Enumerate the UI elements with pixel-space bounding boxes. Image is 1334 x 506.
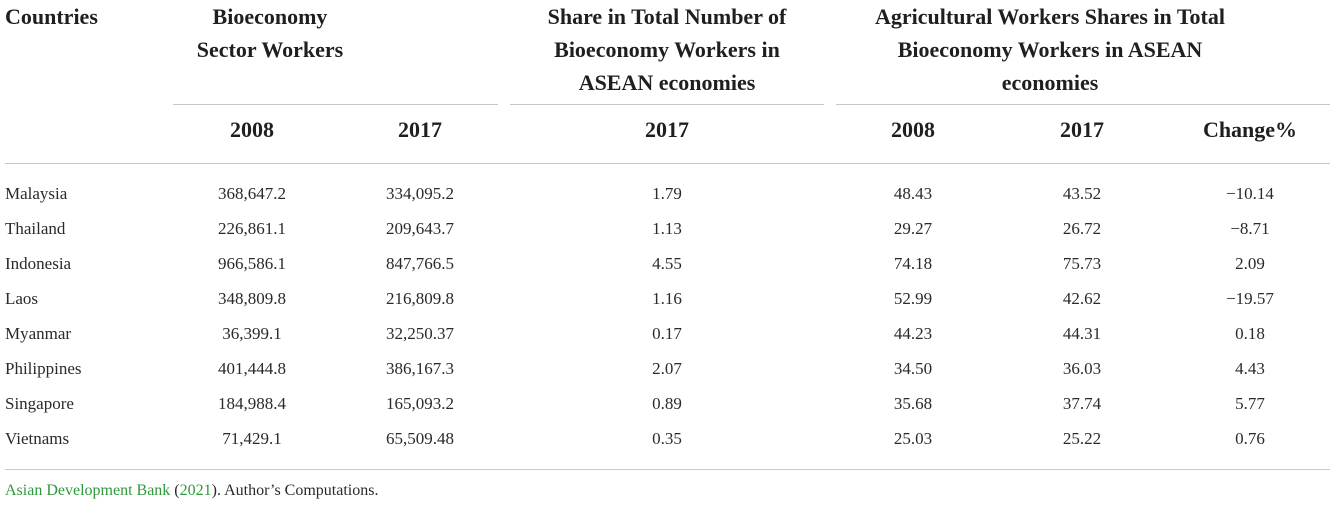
cell-bio-2008: 368,647.2 — [218, 184, 286, 203]
cell-bio-2008: 184,988.4 — [218, 394, 286, 413]
cell-agri-2008: 34.50 — [893, 359, 933, 378]
cell-bio-2017: 165,093.2 — [386, 394, 454, 413]
cell-agri-2017: 43.52 — [1062, 184, 1102, 203]
header-share-total-line: Share in Total Number of — [547, 4, 787, 29]
cell-bio-2017: 386,167.3 — [386, 359, 454, 378]
header-bottom-rule — [5, 163, 1330, 164]
cell-agri-2017: 26.72 — [1062, 219, 1102, 238]
cell-bio-2017: 209,643.7 — [386, 219, 454, 238]
cell-country: Vietnams — [5, 429, 70, 448]
source-suffix: ). Author’s Computations. — [211, 482, 379, 499]
cell-bio-2017: 847,766.5 — [386, 254, 454, 273]
cell-country: Indonesia — [5, 254, 72, 273]
header-bioeconomy-workers-line: Bioeconomy — [212, 4, 328, 29]
cell-change: −8.71 — [1230, 219, 1270, 238]
subheader-bio-2008: 2008 — [230, 117, 274, 142]
cell-bio-2017: 334,095.2 — [386, 184, 454, 203]
group-rule-bioeconomy — [173, 104, 498, 105]
subheader-bio-2017: 2017 — [398, 117, 442, 142]
cell-bio-2008: 348,809.8 — [218, 289, 286, 308]
cell-agri-2017: 37.74 — [1062, 394, 1102, 413]
header-bioeconomy-workers-line: Sector Workers — [196, 37, 344, 62]
cell-change: 2.09 — [1235, 254, 1265, 273]
cell-bio-2008: 401,444.8 — [218, 359, 286, 378]
subheader-agri-2017: 2017 — [1060, 117, 1104, 142]
cell-bio-2017: 65,509.48 — [386, 429, 454, 448]
header-agri-share-line: Bioeconomy Workers in ASEAN — [897, 37, 1203, 62]
cell-agri-2017: 44.31 — [1062, 324, 1102, 343]
cell-change: −10.14 — [1226, 184, 1274, 203]
cell-change: 0.18 — [1235, 324, 1265, 343]
cell-share-2017: 0.89 — [652, 394, 682, 413]
cell-agri-2017: 25.22 — [1062, 429, 1102, 448]
header-share-total-line: Bioeconomy Workers in — [554, 37, 780, 62]
cell-share-2017: 4.55 — [652, 254, 682, 273]
source-year-open: ( — [170, 482, 180, 499]
cell-agri-2008: 44.23 — [893, 324, 933, 343]
cell-country: Singapore — [5, 394, 74, 413]
subheader-agri-2008: 2008 — [891, 117, 935, 142]
cell-share-2017: 0.17 — [652, 324, 682, 343]
cell-share-2017: 1.79 — [652, 184, 682, 203]
group-rule-agri — [836, 104, 1330, 105]
cell-share-2017: 0.35 — [652, 429, 682, 448]
cell-bio-2008: 226,861.1 — [218, 219, 286, 238]
cell-agri-2008: 35.68 — [893, 394, 933, 413]
header-agri-share: Agricultural Workers Shares in Total Bio… — [834, 0, 1266, 99]
cell-change: 0.76 — [1235, 429, 1265, 448]
cell-bio-2017: 32,250.37 — [386, 324, 454, 343]
table-bottom-rule — [5, 469, 1330, 470]
subheader-agri-change: Change% — [1202, 117, 1298, 142]
cell-agri-2017: 42.62 — [1062, 289, 1102, 308]
header-share-total: Share in Total Number of Bioeconomy Work… — [510, 0, 824, 99]
source-link[interactable]: Asian Development Bank — [5, 482, 171, 499]
cell-bio-2008: 966,586.1 — [218, 254, 286, 273]
group-rule-share — [510, 104, 824, 105]
source-year-link[interactable]: 2021 — [179, 482, 212, 499]
cell-agri-2017: 75.73 — [1062, 254, 1102, 273]
header-share-total-line: ASEAN economies — [578, 70, 756, 95]
subheader-share-2017: 2017 — [645, 117, 689, 142]
cell-agri-2008: 74.18 — [893, 254, 933, 273]
cell-share-2017: 2.07 — [652, 359, 682, 378]
cell-country: Myanmar — [5, 324, 72, 343]
cell-change: −19.57 — [1226, 289, 1274, 308]
cell-agri-2008: 52.99 — [893, 289, 933, 308]
cell-country: Thailand — [5, 219, 66, 238]
cell-agri-2008: 29.27 — [893, 219, 933, 238]
cell-bio-2008: 71,429.1 — [222, 429, 282, 448]
cell-share-2017: 1.16 — [652, 289, 682, 308]
cell-country: Philippines — [5, 359, 82, 378]
cell-country: Laos — [5, 289, 39, 308]
cell-change: 5.77 — [1235, 394, 1265, 413]
cell-bio-2017: 216,809.8 — [386, 289, 454, 308]
header-countries: Countries — [5, 4, 98, 29]
cell-change: 4.43 — [1235, 359, 1265, 378]
cell-share-2017: 1.13 — [652, 219, 682, 238]
cell-country: Malaysia — [5, 184, 68, 203]
cell-agri-2008: 25.03 — [893, 429, 933, 448]
cell-bio-2008: 36,399.1 — [222, 324, 282, 343]
cell-agri-2008: 48.43 — [893, 184, 933, 203]
header-bioeconomy-workers: Bioeconomy Sector Workers — [170, 0, 370, 66]
header-agri-share-line: economies — [1001, 70, 1099, 95]
cell-agri-2017: 36.03 — [1062, 359, 1102, 378]
table-footnote: Asian Development Bank (2021). Author’s … — [5, 481, 378, 501]
header-agri-share-line: Agricultural Workers Shares in Total — [874, 4, 1225, 29]
